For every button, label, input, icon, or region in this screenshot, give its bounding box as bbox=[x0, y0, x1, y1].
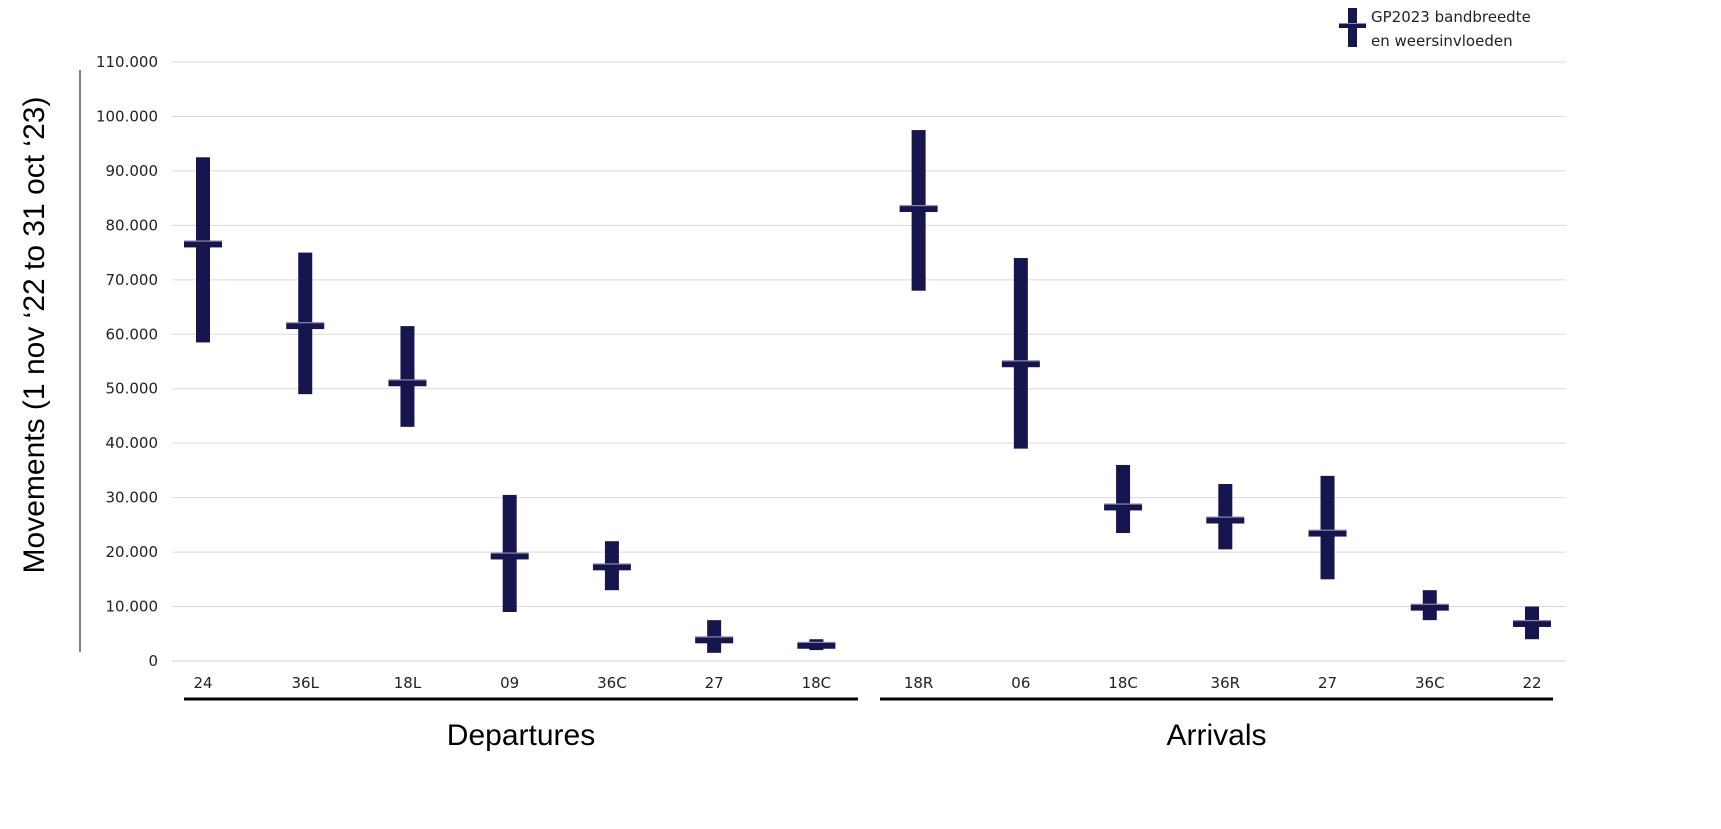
y-tick-label: 110.000 bbox=[96, 53, 158, 71]
range-mid-marker bbox=[797, 642, 836, 649]
range-bar-09 bbox=[490, 494, 529, 612]
legend-label-line2: en weersinvloeden bbox=[1371, 32, 1513, 50]
range-bar-24 bbox=[184, 157, 222, 343]
range-mid-highlight bbox=[1001, 360, 1040, 362]
range-mid-marker bbox=[388, 380, 427, 387]
x-tick-label: 22 bbox=[1522, 674, 1541, 692]
range-mid-highlight bbox=[797, 641, 836, 643]
range-bar bbox=[1013, 258, 1028, 449]
y-tick-label: 60.000 bbox=[106, 325, 159, 343]
range-bar bbox=[1116, 464, 1131, 534]
range-mid-marker bbox=[490, 553, 529, 560]
range-bar-27 bbox=[1308, 475, 1347, 580]
range-bar bbox=[196, 157, 210, 343]
range-bar-27 bbox=[695, 620, 734, 653]
range-bar-36R bbox=[1206, 484, 1245, 550]
x-tick-label: 18C bbox=[1108, 674, 1138, 692]
group-brackets: Departures Arrivals bbox=[184, 697, 1553, 752]
range-mid-marker bbox=[1104, 504, 1143, 511]
range-bars bbox=[184, 130, 1551, 653]
x-tick-label: 36C bbox=[597, 674, 627, 692]
x-tick-label: 24 bbox=[193, 674, 212, 692]
y-axis-ticks: 0 10.000 20.000 30.000 40.000 50.000 60.000 70.… bbox=[96, 53, 158, 670]
y-tick-label: 40.000 bbox=[106, 434, 159, 452]
legend: GP2023 bandbreedte en weersinvloeden bbox=[1339, 8, 1531, 50]
range-mid-highlight bbox=[1308, 529, 1347, 531]
group-label-departures: Departures bbox=[447, 719, 595, 752]
range-bar bbox=[1320, 475, 1335, 580]
y-tick-label: 70.000 bbox=[106, 271, 159, 289]
range-mid-marker bbox=[286, 323, 325, 330]
range-bar-36C bbox=[592, 541, 631, 591]
y-tick-label: 80.000 bbox=[106, 216, 159, 234]
y-tick-label: 50.000 bbox=[106, 380, 159, 398]
range-mid-highlight bbox=[388, 379, 427, 381]
range-bar bbox=[400, 326, 415, 427]
range-mid-marker bbox=[1513, 620, 1551, 627]
x-axis-ticks: 24 36L 18L 09 36C 27 18C 18R 06 18C 36R 27 36C 22 bbox=[193, 674, 1541, 692]
range-mid-highlight bbox=[1206, 516, 1245, 518]
range-mid-marker bbox=[184, 241, 222, 248]
y-tick-label: 20.000 bbox=[106, 543, 159, 561]
range-mid-highlight bbox=[695, 636, 734, 638]
x-tick-label: 36L bbox=[292, 674, 320, 692]
x-tick-label: 06 bbox=[1011, 674, 1030, 692]
range-mid-highlight bbox=[1410, 603, 1449, 605]
range-bar-06 bbox=[1001, 258, 1040, 449]
range-bar-18C bbox=[797, 639, 836, 651]
range-mid-highlight bbox=[1513, 619, 1551, 622]
range-mid-marker bbox=[1410, 604, 1449, 611]
range-bar-36C bbox=[1410, 590, 1449, 621]
x-tick-label: 09 bbox=[500, 674, 519, 692]
range-mid-marker bbox=[1206, 517, 1245, 524]
range-mid-highlight bbox=[286, 322, 325, 324]
range-mid-marker bbox=[592, 564, 631, 571]
x-tick-label: 36R bbox=[1211, 674, 1241, 692]
x-tick-label: 18R bbox=[904, 674, 934, 692]
y-tick-label: 90.000 bbox=[106, 162, 159, 180]
group-label-arrivals: Arrivals bbox=[1166, 719, 1266, 752]
range-mid-highlight bbox=[899, 205, 938, 207]
x-tick-label: 18L bbox=[394, 674, 422, 692]
range-bar-18C bbox=[1104, 464, 1143, 534]
x-tick-label: 18C bbox=[802, 674, 832, 692]
range-bar-18L bbox=[388, 326, 427, 427]
range-mid-highlight bbox=[592, 563, 631, 565]
range-mid-highlight bbox=[1104, 503, 1143, 505]
gridlines bbox=[172, 61, 1566, 662]
range-bar-18R bbox=[899, 130, 938, 291]
range-mid-marker bbox=[899, 206, 938, 213]
y-axis-label: Movements (1 nov ‘22 to 31 oct ‘23) bbox=[18, 97, 51, 574]
range-mid-marker bbox=[1001, 361, 1040, 368]
range-mid-marker bbox=[1308, 530, 1347, 537]
x-tick-label: 27 bbox=[1318, 674, 1337, 692]
y-tick-label: 0 bbox=[148, 652, 158, 670]
range-bar-22 bbox=[1513, 606, 1551, 640]
x-tick-label: 36C bbox=[1415, 674, 1445, 692]
range-mid-highlight bbox=[490, 552, 529, 554]
range-bar-36L bbox=[286, 252, 325, 395]
y-tick-label: 30.000 bbox=[106, 489, 159, 507]
range-mid-marker bbox=[695, 637, 734, 644]
range-mid-highlight bbox=[184, 240, 222, 242]
y-tick-label: 10.000 bbox=[106, 598, 159, 616]
y-tick-label: 100.000 bbox=[96, 107, 158, 125]
x-tick-label: 27 bbox=[705, 674, 724, 692]
legend-label-line1: GP2023 bandbreedte bbox=[1371, 8, 1531, 26]
legend-swatch-icon bbox=[1339, 8, 1366, 47]
